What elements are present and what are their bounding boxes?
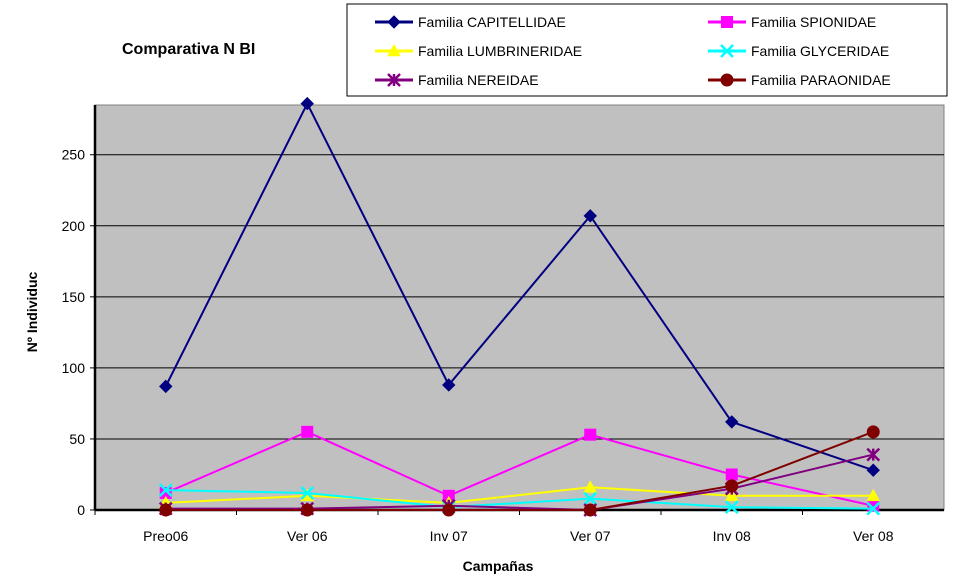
data-point xyxy=(866,501,881,516)
y-tick-label: 150 xyxy=(62,289,86,305)
legend-label: Familia SPIONIDAE xyxy=(751,14,876,30)
x-tick-label: Ver 08 xyxy=(853,528,894,544)
data-point xyxy=(725,468,738,481)
data-point xyxy=(583,491,598,506)
data-point xyxy=(159,503,173,517)
grid-lines xyxy=(90,154,944,511)
series-familia-paraonidae xyxy=(159,425,880,517)
legend-marker xyxy=(720,44,734,58)
legend-entry: Familia CAPITELLIDAE xyxy=(375,14,566,30)
y-tick-label: 0 xyxy=(77,502,85,518)
x-tick-label: Ver 06 xyxy=(287,528,328,544)
legend-marker xyxy=(721,16,733,28)
plot-area xyxy=(94,104,945,511)
data-point xyxy=(866,447,881,462)
x-tick-label: Preo06 xyxy=(143,528,188,544)
legend: Familia CAPITELLIDAE Familia SPIONIDAE Fam… xyxy=(346,3,948,97)
data-point xyxy=(724,488,739,502)
data-point xyxy=(866,488,881,502)
x-tick-label: Ver 07 xyxy=(570,528,611,544)
series-line xyxy=(165,486,874,504)
series-line xyxy=(165,430,874,507)
legend-label: Familia GLYCERIDAE xyxy=(751,43,889,59)
legend-marker xyxy=(387,43,401,57)
x-axis-title: Campañas xyxy=(463,558,534,574)
series xyxy=(158,96,881,517)
data-point xyxy=(583,480,598,493)
legend-marker xyxy=(387,73,401,87)
y-tick-labels: 0 50 100 150 200 250 xyxy=(62,147,86,518)
data-point xyxy=(724,500,739,515)
y-tick-label: 100 xyxy=(62,360,86,376)
data-point xyxy=(725,415,739,429)
series-familia-capitellidae xyxy=(159,96,880,477)
series-familia-spionidae xyxy=(159,425,880,512)
data-point xyxy=(159,379,173,394)
x-tick-label: Inv 08 xyxy=(713,528,751,544)
data-point xyxy=(301,425,314,438)
data-point xyxy=(300,96,314,111)
series-line xyxy=(165,489,874,510)
series-line xyxy=(164,101,874,472)
legend-marker xyxy=(720,73,734,87)
data-point xyxy=(725,479,739,493)
data-point xyxy=(300,486,315,500)
data-point xyxy=(584,428,597,441)
data-point xyxy=(866,463,880,477)
data-point xyxy=(158,483,173,497)
series-familia-glyceridae xyxy=(158,483,881,516)
data-point xyxy=(866,425,880,439)
legend-label: Familia LUMBRINERIDAE xyxy=(418,43,582,59)
data-point xyxy=(442,503,456,517)
legend-label: Familia PARAONIDAE xyxy=(751,72,891,88)
legend-box xyxy=(346,3,948,97)
series-line xyxy=(165,453,874,512)
legend-label: Familia NEREIDAE xyxy=(418,72,539,88)
data-point xyxy=(442,378,456,392)
legend-entry: Familia PARAONIDAE xyxy=(708,72,891,88)
y-tick-label: 50 xyxy=(69,431,85,447)
data-point xyxy=(583,503,597,517)
data-point xyxy=(300,503,314,517)
y-tick-label: 250 xyxy=(62,147,86,163)
chart-title: Comparativa N BI xyxy=(122,41,255,58)
legend-entry: Familia GLYCERIDAE xyxy=(708,43,889,59)
legend-entry: Familia LUMBRINERIDAE xyxy=(375,43,582,59)
data-point xyxy=(583,209,597,223)
series-line xyxy=(165,430,874,511)
x-tick-label: Inv 07 xyxy=(430,528,468,544)
legend-entry: Familia SPIONIDAE xyxy=(708,14,876,30)
y-tick-label: 200 xyxy=(62,218,86,234)
y-axis-title: Nº Individuc xyxy=(24,272,40,353)
legend-marker xyxy=(387,15,401,29)
legend-entry: Familia NEREIDAE xyxy=(375,72,539,88)
x-tick-labels: Preo06 Ver 06 Inv 07 Ver 07 Inv 08 Ver 08 xyxy=(143,528,894,544)
legend-label: Familia CAPITELLIDAE xyxy=(418,14,566,30)
